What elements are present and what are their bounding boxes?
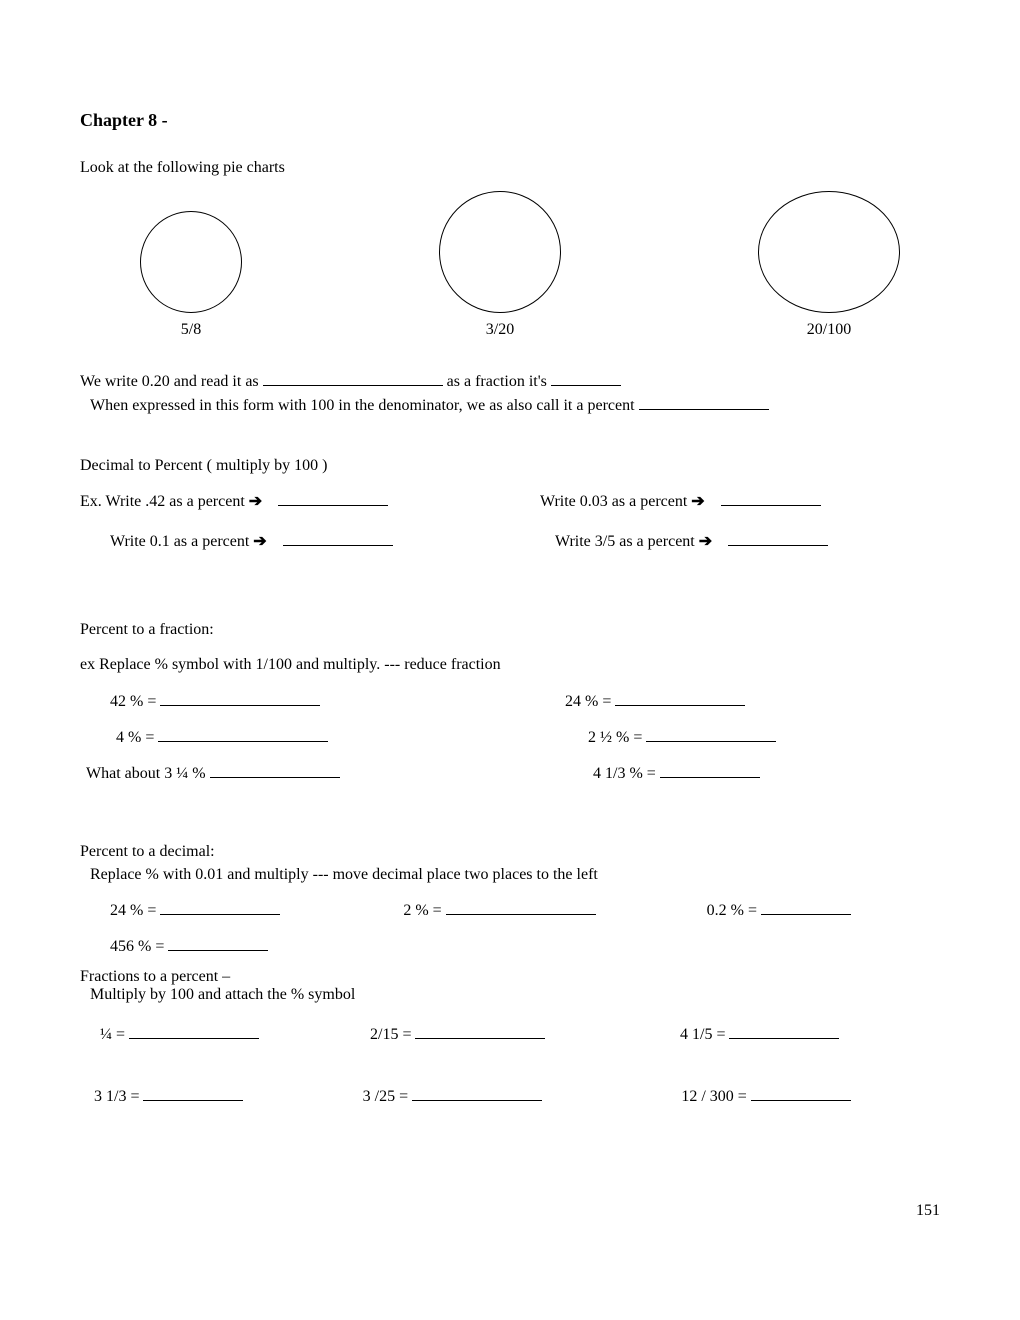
circle-icon bbox=[758, 191, 900, 313]
arrow-icon: ➔ bbox=[691, 493, 704, 510]
blank-line bbox=[728, 529, 828, 546]
blank-line bbox=[278, 489, 388, 506]
circle-icon bbox=[140, 211, 242, 313]
dec2pct-b: Write 0.03 as a percent bbox=[540, 493, 691, 510]
blank-line bbox=[639, 393, 769, 410]
pct2frac-d: 2 ½ % = bbox=[588, 729, 646, 746]
blank-line bbox=[615, 689, 745, 706]
chart-label-2: 3/20 bbox=[486, 321, 514, 339]
blank-line bbox=[646, 725, 776, 742]
blank-line bbox=[158, 725, 328, 742]
circle-icon bbox=[439, 191, 561, 313]
blank-line bbox=[412, 1084, 542, 1101]
sentence1-b: as a fraction it's bbox=[447, 373, 551, 390]
pct2dec-c: 0.2 % = bbox=[707, 902, 761, 919]
blank-line bbox=[263, 369, 443, 386]
dec2pct-c: Write 0.1 as a percent bbox=[110, 533, 253, 550]
blank-line bbox=[751, 1084, 851, 1101]
pct2dec-note: Replace % with 0.01 and multiply --- mov… bbox=[80, 863, 940, 886]
frac2pct-d: 3 1/3 = bbox=[94, 1088, 143, 1105]
dec2pct-a: Ex. Write .42 as a percent bbox=[80, 493, 249, 510]
page-number: 151 bbox=[916, 1202, 940, 1220]
blank-line bbox=[660, 761, 760, 778]
frac2pct-note: Multiply by 100 and attach the % symbol bbox=[80, 986, 940, 1004]
pct2frac-note: ex Replace % symbol with 1/100 and multi… bbox=[80, 653, 940, 676]
blank-line bbox=[129, 1022, 259, 1039]
blank-line bbox=[168, 934, 268, 951]
pie-chart-3: 20/100 bbox=[758, 191, 900, 339]
blank-line bbox=[551, 369, 621, 386]
pct2frac-b: 24 % = bbox=[565, 693, 615, 710]
pct2frac-e: What about 3 ¼ % bbox=[86, 765, 210, 782]
pie-chart-1: 5/8 bbox=[140, 211, 242, 339]
blank-line bbox=[283, 529, 393, 546]
blank-line bbox=[729, 1022, 839, 1039]
blank-line bbox=[160, 689, 320, 706]
chart-label-3: 20/100 bbox=[807, 321, 851, 339]
fractions-to-percent-header: Fractions to a percent – bbox=[80, 968, 940, 986]
percent-to-decimal-header: Percent to a decimal: bbox=[80, 843, 940, 861]
pct2dec-a: 24 % = bbox=[110, 902, 160, 919]
frac2pct-f: 12 / 300 = bbox=[681, 1088, 750, 1105]
pct2frac-c: 4 % = bbox=[116, 729, 158, 746]
arrow-icon: ➔ bbox=[699, 533, 712, 550]
pie-charts-row: 5/8 3/20 20/100 bbox=[80, 191, 940, 339]
chapter-title: Chapter 8 - bbox=[80, 110, 940, 131]
blank-line bbox=[415, 1022, 545, 1039]
decimal-to-percent-header: Decimal to Percent ( multiply by 100 ) bbox=[80, 457, 940, 475]
pct2frac-a: 42 % = bbox=[110, 693, 160, 710]
sentence2: When expressed in this form with 100 in … bbox=[80, 397, 639, 414]
pct2dec-d: 456 % = bbox=[110, 938, 168, 955]
pie-chart-2: 3/20 bbox=[439, 191, 561, 339]
chart-label-1: 5/8 bbox=[181, 321, 201, 339]
blank-line bbox=[160, 898, 280, 915]
frac2pct-b: 2/15 = bbox=[370, 1026, 415, 1043]
pct2dec-b: 2 % = bbox=[403, 902, 445, 919]
frac2pct-e: 3 /25 = bbox=[363, 1088, 412, 1105]
dec2pct-d: Write 3/5 as a percent bbox=[555, 533, 699, 550]
blank-line bbox=[143, 1084, 243, 1101]
blank-line bbox=[446, 898, 596, 915]
percent-to-fraction-header: Percent to a fraction: bbox=[80, 621, 940, 639]
read-as-sentence: We write 0.20 and read it as as a fracti… bbox=[80, 369, 940, 417]
frac2pct-a: ¼ = bbox=[100, 1026, 129, 1043]
blank-line bbox=[721, 489, 821, 506]
arrow-icon: ➔ bbox=[249, 493, 262, 510]
intro-text: Look at the following pie charts bbox=[80, 159, 940, 177]
arrow-icon: ➔ bbox=[253, 533, 266, 550]
blank-line bbox=[761, 898, 851, 915]
sentence1-a: We write 0.20 and read it as bbox=[80, 373, 263, 390]
frac2pct-c: 4 1/5 = bbox=[680, 1026, 729, 1043]
blank-line bbox=[210, 761, 340, 778]
pct2frac-f: 4 1/3 % = bbox=[593, 765, 660, 782]
